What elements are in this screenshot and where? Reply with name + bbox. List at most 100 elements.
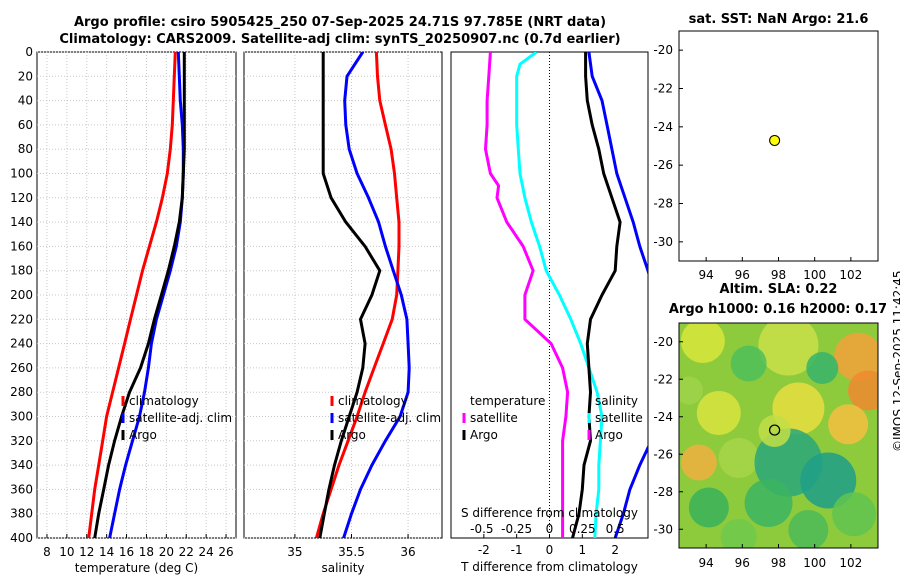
depth-tick-label: 200 [10,288,33,302]
difference-temperature-legend-label: satellite [470,411,518,425]
temperature-legend-label: climatology [129,394,199,408]
temperature-xtick-label: 20 [159,545,174,559]
temperature-xtick-label: 26 [218,545,233,559]
difference-salinity-legend-label: satellite [595,411,643,425]
depth-tick-label: 20 [18,69,33,83]
salinity-xtick-label: 36 [400,545,415,559]
depth-tick-label: 120 [10,191,33,205]
difference-s-xtick-label: -0.5 [470,522,493,536]
difference-legend-title-temperature: temperature [470,394,545,408]
sla-map-field-patch [680,444,717,481]
salinity-legend-label: Argo [338,428,366,442]
sla-map-ytick-label: -26 [653,447,673,461]
sla-map-title-line2: Argo h1000: 0.16 h2000: 0.17 [669,302,887,317]
depth-tick-label: 40 [18,94,33,108]
imos-timestamp: ©IMOS 12-Sep-2025 11:42:45 [891,270,900,452]
difference-xtick-label: 0 [546,543,554,557]
temperature-series-argo [93,52,186,538]
sst-map-frame [678,30,879,262]
sst-map-ytick-label: -30 [653,235,673,249]
difference-series-t-satellite [484,52,570,538]
sla-map-field-patch [832,492,877,537]
difference-series-s-satellite [515,52,604,538]
sla-map-field-patch [744,479,793,527]
salinity-xtick-label: 35 [287,545,302,559]
depth-tick-label: 340 [10,458,33,472]
sst-map-xtick-label: 96 [735,268,750,282]
temperature-legend-label: Argo [129,428,157,442]
sla-map-field-patch [800,452,857,509]
sla-map-field-patch [828,404,869,445]
difference-xtick-label: 2 [611,543,619,557]
sla-map-field-patch [834,332,878,381]
sla-map-field-patch [679,376,703,405]
temperature-xtick-label: 8 [43,545,51,559]
depth-tick-label: 300 [10,410,33,424]
sla-map-field-patch [758,415,791,447]
sla-map-ytick-label: -22 [653,372,673,386]
salinity-series-climatology [314,52,401,538]
sla-map-field-patch [688,487,729,528]
sla-map-xtick-label: 102 [839,556,862,570]
salinity-series-satellite-adj-clim [342,52,411,538]
sst-map-ytick-label: -28 [653,197,673,211]
depth-tick-label: 240 [10,337,33,351]
difference-legend-title-salinity: salinity [595,394,638,408]
difference-temperature-legend-label: Argo [470,428,498,442]
temperature-xtick-label: 12 [79,545,94,559]
difference-s-xtick-label: 0.25 [569,522,596,536]
difference-s-xtick-label: 0.5 [606,522,625,536]
temperature-xlabel: temperature (deg C) [75,561,198,575]
sla-map-ytick-label: -28 [653,485,673,499]
sla-map-field-patch [696,391,741,435]
temperature-xtick-label: 22 [179,545,194,559]
salinity-legend-label: climatology [338,394,408,408]
sla-map-ytick-label: -20 [653,335,673,349]
figure-title-line2: Climatology: CARS2009. Satellite-adj cli… [59,32,621,47]
difference-s-xtick-label: -0.25 [501,522,532,536]
salinity-xlabel: salinity [321,561,364,575]
difference-salinity-legend-label: Argo [595,428,623,442]
depth-tick-label: 360 [10,482,33,496]
sst-map-ytick-label: -20 [653,43,673,57]
difference-series-t-argo [571,52,622,538]
sla-map-field-patch [720,518,757,548]
depth-tick-label: 400 [10,531,33,545]
sst-map-xtick-label: 98 [771,268,786,282]
sla-map-xtick-label: 100 [803,556,826,570]
depth-tick-label: 220 [10,312,33,326]
sst-map-ytick-label: -24 [653,120,673,134]
temperature-series-climatology [87,52,177,538]
sst-map-argo-marker [769,134,781,146]
sla-map-xtick-label: 94 [698,556,713,570]
sst-map-ytick-label: -22 [653,82,673,96]
depth-tick-label: 180 [10,264,33,278]
sla-map-field-patch [718,438,759,478]
sla-map-xtick-label: 98 [771,556,786,570]
salinity-legend-label: satellite-adj. clim [338,411,441,425]
temperature-legend-label: satellite-adj. clim [129,411,232,425]
sla-map-xtick-label: 96 [735,556,750,570]
temperature-xtick-label: 24 [199,545,214,559]
sla-map-field-patch [848,370,878,411]
depth-tick-label: 280 [10,385,33,399]
sla-map-field-patch [806,352,839,384]
depth-tick-label: 380 [10,507,33,521]
sst-map-title: sat. SST: NaN Argo: 21.6 [689,12,869,27]
sst-map-ytick-label: -26 [653,158,673,172]
depth-tick-label: 80 [18,142,33,156]
depth-tick-label: 60 [18,118,33,132]
sla-map-ytick-label: -30 [653,522,673,536]
salinity-series-argo [318,52,382,538]
sla-map-argo-marker [769,424,781,436]
depth-tick-label: 160 [10,239,33,253]
sla-map-title-line1: Altim. SLA: 0.22 [720,282,838,297]
salinity-xtick-label: 35.5 [338,545,365,559]
difference-xtick-label: -1 [511,543,523,557]
difference-xtick-label: 1 [579,543,587,557]
sla-map-field-patch [788,510,829,548]
temperature-xtick-label: 18 [139,545,154,559]
sst-map-xtick-label: 94 [698,268,713,282]
temperature-series-satellite-adj-clim [108,52,185,538]
